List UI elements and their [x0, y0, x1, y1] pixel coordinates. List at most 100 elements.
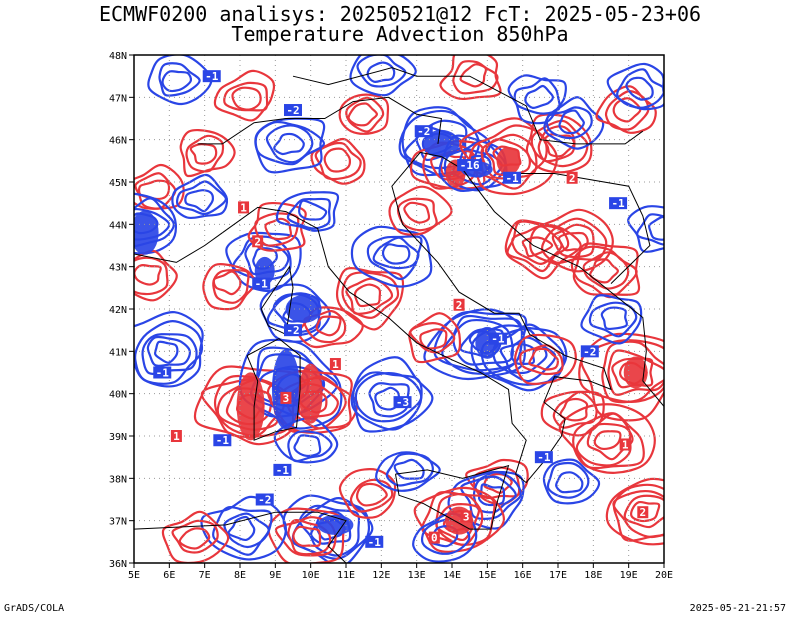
contour-line [347, 102, 378, 127]
map-subtitle: Temperature Advection 850hPa [231, 22, 569, 46]
contour-label: -3 [396, 396, 409, 409]
contour-line [368, 382, 410, 418]
x-tick-label: 18E [584, 570, 602, 581]
contour-line [388, 185, 453, 236]
contour-line [350, 371, 423, 431]
plot-area: -1 -2 -2 -16 -1 2 -1 1 2 -1 2 -2 -1 -2 -1 1 3 -3 -1 1 -1 -1 1 -… [134, 55, 664, 563]
y-tick-label: 40N [109, 390, 127, 401]
contour-line [141, 333, 198, 375]
north-africa-coastline [134, 511, 347, 563]
contour-line [480, 133, 538, 180]
contour-line [524, 84, 554, 109]
x-tick-label: 15E [478, 570, 496, 581]
contour-line [443, 139, 507, 192]
contour-line [254, 120, 325, 166]
contour-line [541, 217, 608, 264]
contour-line [314, 142, 362, 181]
warm-advection-contours [213, 69, 276, 122]
contour-line [627, 205, 664, 253]
contour-label-bg [170, 430, 182, 442]
warm-advection-contours [338, 93, 390, 135]
contour-line [134, 192, 177, 255]
contour-label-bg [566, 171, 578, 184]
contour-line [189, 142, 218, 165]
sicily-coastline [395, 464, 510, 530]
contour-label-bg [252, 277, 271, 290]
balkan-coastline [441, 156, 664, 407]
contour-label-bg [365, 535, 384, 548]
contour-label: 2 [456, 299, 463, 312]
x-tick-label: 10E [302, 570, 320, 581]
contour-label: -1 [537, 451, 551, 464]
contour-line [575, 412, 632, 467]
contour-label-bg [153, 366, 172, 379]
y-tick-label: 39N [109, 432, 127, 443]
contour-line [366, 61, 396, 83]
y-tick-label: 41N [109, 347, 127, 358]
contour-label: -2 [286, 324, 299, 337]
contour-line [542, 458, 601, 505]
contour-line [470, 324, 568, 392]
contour-label: -1 [156, 367, 170, 380]
contour-line [247, 201, 307, 252]
contour-line [557, 231, 589, 252]
contour-line [353, 283, 382, 308]
contour-line [303, 309, 347, 344]
cold-advection-contours [171, 173, 229, 220]
contour-label-bg [503, 171, 522, 184]
x-tick-label: 19E [620, 570, 638, 581]
contour-line [134, 263, 162, 286]
y-tick-label: 37N [109, 517, 127, 528]
software-credit: GrADS/COLA [4, 603, 65, 614]
austria-border [292, 67, 644, 145]
contour-line [147, 55, 213, 106]
contour-label: -1 [216, 434, 230, 447]
warm-advection-core [623, 356, 648, 389]
contour-line [355, 482, 388, 507]
contour-line [265, 124, 314, 164]
contour-label-bg [428, 531, 440, 544]
contour-line [350, 225, 433, 288]
contour-line [555, 471, 584, 494]
contour-label-bg [619, 438, 631, 451]
contour-label-bg [580, 345, 599, 358]
contour-line [341, 271, 400, 319]
contour-line [161, 510, 230, 563]
corsica-coastline [260, 265, 294, 336]
contour-line [310, 137, 366, 185]
cold-advection-contours [134, 311, 204, 388]
contour-label-bg [393, 396, 412, 409]
contour-label: 1 [173, 430, 180, 443]
contour-line [178, 527, 211, 550]
contour-label-bg [329, 358, 341, 371]
contour-label-bg [213, 434, 232, 447]
contour-line [588, 301, 638, 338]
contour-line [286, 197, 331, 230]
contour-line [419, 328, 448, 350]
contour-line [264, 217, 293, 241]
contour-label-bg [637, 506, 649, 519]
contour-line [137, 179, 171, 201]
contour-line [184, 189, 215, 213]
map-title: ECMWF0200 analisys: 20250521@12 FcT: 202… [98, 2, 702, 26]
alpine-borders [197, 96, 442, 145]
contour-line [338, 93, 390, 135]
italy-peninsula-coastline [222, 151, 612, 484]
contour-line [298, 199, 328, 221]
contour-line [287, 430, 333, 463]
y-tick-label: 42N [109, 305, 127, 316]
warm-advection-contours [439, 55, 502, 101]
contour-label: -1 [368, 536, 382, 549]
contour-line [409, 139, 486, 190]
contour-line [352, 356, 434, 433]
contour-line [134, 256, 169, 296]
contour-line [438, 134, 508, 193]
contour-line [459, 117, 558, 196]
contour-label: 1 [332, 358, 339, 371]
x-tick-label: 12E [372, 570, 390, 581]
contour-line [625, 76, 654, 101]
x-tick-label: 17E [549, 570, 567, 581]
contour-label: 1 [622, 438, 629, 451]
contour-line [537, 125, 576, 163]
coastlines [134, 67, 664, 563]
